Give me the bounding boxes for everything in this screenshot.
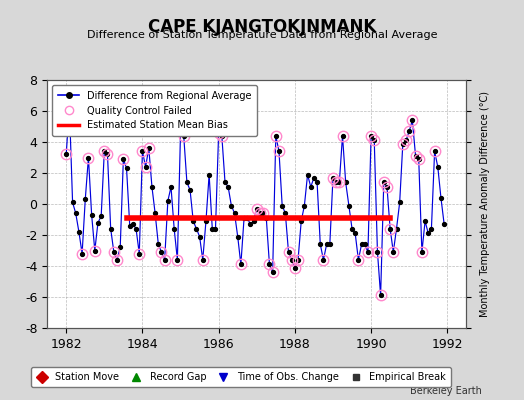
Legend: Difference from Regional Average, Quality Control Failed, Estimated Station Mean: Difference from Regional Average, Qualit… bbox=[52, 85, 257, 136]
Text: CAPE KJANGTOKJNMANK: CAPE KJANGTOKJNMANK bbox=[148, 18, 376, 36]
Legend: Station Move, Record Gap, Time of Obs. Change, Empirical Break: Station Move, Record Gap, Time of Obs. C… bbox=[31, 368, 451, 387]
Text: Berkeley Earth: Berkeley Earth bbox=[410, 386, 482, 396]
Y-axis label: Monthly Temperature Anomaly Difference (°C): Monthly Temperature Anomaly Difference (… bbox=[481, 91, 490, 317]
Text: Difference of Station Temperature Data from Regional Average: Difference of Station Temperature Data f… bbox=[87, 30, 437, 40]
